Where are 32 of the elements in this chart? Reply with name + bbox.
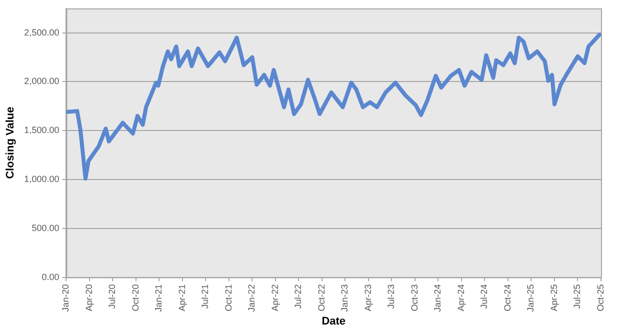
x-tick-label: Oct-20 bbox=[130, 284, 140, 312]
y-tick-label: 2,000.00 bbox=[24, 76, 60, 86]
x-axis-title: Date bbox=[322, 315, 346, 328]
x-tick-label: Jul-22 bbox=[293, 284, 304, 309]
x-tick-label: Jan-22 bbox=[246, 284, 257, 312]
x-tick-label: Jan-23 bbox=[340, 284, 350, 312]
x-tick-label: Oct-25 bbox=[595, 284, 606, 312]
x-tick-label: Apr-20 bbox=[84, 284, 94, 312]
x-tick-label: Jul-24 bbox=[479, 284, 490, 309]
x-tick-label: Apr-24 bbox=[456, 284, 466, 312]
x-tick-label: Oct-21 bbox=[223, 284, 234, 312]
x-tick-label: Apr-23 bbox=[362, 284, 373, 312]
x-tick-label: Oct-22 bbox=[316, 284, 326, 312]
x-tick-label: Jan-20 bbox=[60, 284, 71, 312]
x-tick-label: Apr-21 bbox=[176, 284, 187, 312]
x-tick-label: Jul-21 bbox=[200, 284, 210, 309]
y-tick-label: 500.00 bbox=[32, 222, 60, 233]
x-tick-label: Oct-23 bbox=[409, 284, 420, 312]
x-tick-label: Oct-24 bbox=[502, 284, 512, 312]
x-tick-label: Jul-23 bbox=[386, 284, 396, 309]
x-tick-label: Apr-22 bbox=[270, 284, 280, 312]
x-tick-label: Jan-25 bbox=[526, 284, 536, 312]
x-tick-label: Jan-24 bbox=[432, 284, 443, 312]
y-axis-title: Closing Value bbox=[4, 106, 17, 179]
y-tick-label: 1,000.00 bbox=[24, 174, 60, 184]
x-tick-label: Apr-25 bbox=[548, 284, 559, 312]
y-tick-label: 2,500.00 bbox=[24, 27, 60, 38]
x-tick-label: Jan-21 bbox=[154, 284, 164, 312]
x-tick-label: Jul-25 bbox=[572, 284, 582, 309]
x-tick-label: Jul-20 bbox=[107, 284, 118, 309]
y-tick-label: 1,500.00 bbox=[24, 125, 60, 136]
y-tick-label: 0.00 bbox=[42, 272, 60, 282]
